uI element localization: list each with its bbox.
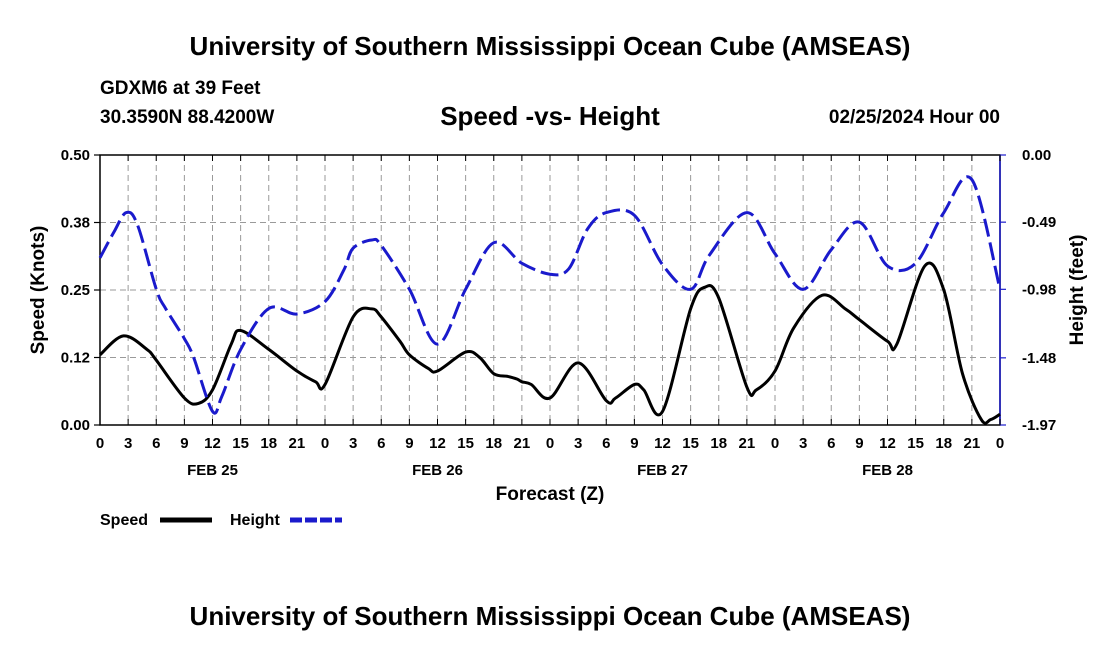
x-tick-label: 9 <box>855 435 863 452</box>
x-tick-label: 15 <box>457 435 474 452</box>
x-tick-label: 21 <box>964 435 981 452</box>
x-tick-label: 3 <box>349 435 357 452</box>
x-tick-label: 21 <box>514 435 531 452</box>
y-axis-right-label: Height (feet) <box>1067 235 1088 346</box>
x-tick-label: 18 <box>260 435 277 452</box>
chart-title: University of Southern Mississippi Ocean… <box>190 31 911 61</box>
x-tick-label: 15 <box>907 435 924 452</box>
y-axis-left-label: Speed (Knots) <box>28 226 49 355</box>
x-tick-label: 3 <box>574 435 582 452</box>
x-tick-label: 18 <box>710 435 727 452</box>
chart-subtitle: Speed -vs- Height <box>440 101 660 131</box>
x-tick-label: 6 <box>602 435 610 452</box>
x-tick-label: 9 <box>630 435 638 452</box>
right-tick-label: -0.49 <box>1022 214 1056 231</box>
day-labels: FEB 25 FEB 26 FEB 27 FEB 28 <box>187 462 913 479</box>
day-label: FEB 27 <box>637 462 688 479</box>
x-tick-label: 6 <box>377 435 385 452</box>
left-tick-label: 0.25 <box>61 282 90 299</box>
right-tick-label: -0.98 <box>1022 281 1056 298</box>
x-tick-label: 21 <box>739 435 756 452</box>
day-label: FEB 26 <box>412 462 463 479</box>
x-axis-ticks: 0 3 6 9 12 15 18 21 0 3 6 9 12 15 18 21 0 3 6 9 12 15 18 21 0 3 6 9… <box>96 155 1004 452</box>
left-tick-label: 0.38 <box>61 215 90 232</box>
x-tick-label: 21 <box>289 435 306 452</box>
x-tick-label: 3 <box>799 435 807 452</box>
x-tick-label: 12 <box>654 435 671 452</box>
left-tick-label: 0.12 <box>61 350 90 367</box>
day-label: FEB 25 <box>187 462 238 479</box>
x-tick-label: 12 <box>879 435 896 452</box>
x-tick-label: 0 <box>546 435 554 452</box>
x-tick-label: 6 <box>152 435 160 452</box>
right-tick-label: -1.48 <box>1022 350 1056 367</box>
x-tick-label: 0 <box>321 435 329 452</box>
right-tick-label: -1.97 <box>1022 417 1056 434</box>
x-tick-label: 15 <box>232 435 249 452</box>
x-tick-label: 12 <box>204 435 221 452</box>
series-height-line <box>98 175 1002 415</box>
x-axis-label: Forecast (Z) <box>496 484 605 505</box>
legend: Speed Height <box>100 512 342 529</box>
x-tick-label: 3 <box>124 435 132 452</box>
x-tick-label: 15 <box>682 435 699 452</box>
day-label: FEB 28 <box>862 462 913 479</box>
x-tick-label: 18 <box>935 435 952 452</box>
x-tick-label: 18 <box>485 435 502 452</box>
x-tick-label: 9 <box>405 435 413 452</box>
right-tick-label: 0.00 <box>1022 147 1051 164</box>
legend-speed-label: Speed <box>100 512 148 529</box>
footer-title: University of Southern Mississippi Ocean… <box>190 601 911 631</box>
x-tick-label: 0 <box>96 435 104 452</box>
datetime-label: 02/25/2024 Hour 00 <box>829 107 1000 128</box>
x-tick-label: 0 <box>771 435 779 452</box>
x-tick-label: 0 <box>996 435 1004 452</box>
left-tick-label: 0.50 <box>61 147 90 164</box>
series-speed-line <box>98 261 1001 425</box>
x-tick-label: 12 <box>429 435 446 452</box>
location-label: 30.3590N 88.4200W <box>100 107 274 128</box>
series-layer <box>98 175 1002 425</box>
x-tick-label: 9 <box>180 435 188 452</box>
gridlines <box>100 155 1000 425</box>
left-axis-ticks: 0.50 0.38 0.25 0.12 0.00 <box>61 147 100 434</box>
legend-height-label: Height <box>230 512 280 529</box>
right-axis-ticks: 0.00 -0.49 -0.98 -1.48 -1.97 <box>1000 147 1056 434</box>
left-tick-label: 0.00 <box>61 417 90 434</box>
station-label: GDXM6 at 39 Feet <box>100 78 261 99</box>
x-tick-label: 6 <box>827 435 835 452</box>
